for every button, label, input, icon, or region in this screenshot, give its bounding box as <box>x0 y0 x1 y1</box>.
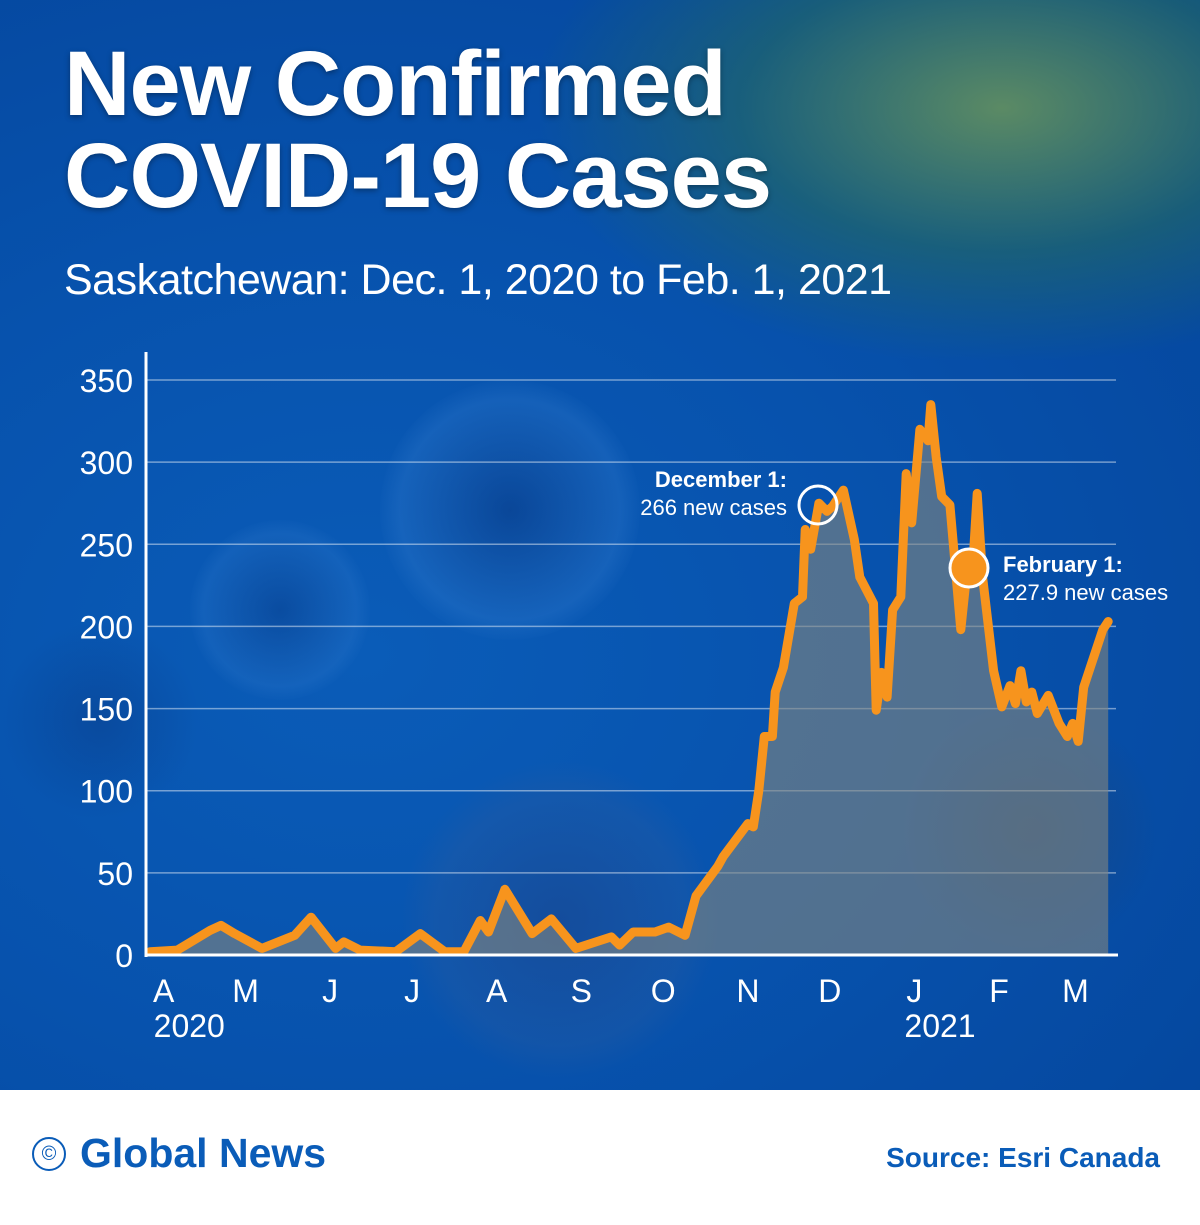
y-tick-label: 0 <box>115 938 133 974</box>
y-tick-label: 50 <box>97 856 133 892</box>
chart-title: New Confirmed COVID-19 Cases <box>64 33 772 227</box>
annotation-title: February 1: <box>1003 552 1123 577</box>
y-tick-labels: 0 50 100 150 200 250 300 350 <box>80 363 133 974</box>
logo-text: Global News <box>80 1130 327 1176</box>
x-tick-label: M <box>232 973 259 1009</box>
title-line-2: COVID-19 Cases <box>64 125 772 227</box>
year-label: 2020 <box>154 1008 225 1044</box>
cases-line <box>145 400 1113 957</box>
x-tick-label: D <box>818 973 841 1009</box>
y-tick-label: 250 <box>80 527 133 563</box>
y-tick-label: 300 <box>80 445 133 481</box>
source-credit: Source: Esri Canada <box>886 1142 1160 1173</box>
y-tick-label: 100 <box>80 774 133 810</box>
virus-decoration <box>400 760 720 1080</box>
area-fill <box>150 404 1109 956</box>
copyright-icon: © <box>32 1136 66 1171</box>
y-tick-label: 350 <box>80 363 133 399</box>
x-tick-label: J <box>404 973 420 1009</box>
annotation-marker <box>948 547 990 589</box>
annotation-title: December 1: <box>655 467 787 492</box>
x-tick-label: A <box>153 973 175 1009</box>
saskatchewan-flag-decoration <box>540 0 1200 360</box>
x-tick-label: N <box>736 973 759 1009</box>
annotation-december-1: December 1: 266 new cases <box>640 467 839 526</box>
title-line-1: New Confirmed <box>64 33 727 135</box>
x-tick-label: J <box>322 973 338 1009</box>
background-image <box>0 0 1200 1090</box>
global-news-logo: © Global News <box>32 1130 326 1177</box>
chart-subtitle: Saskatchewan: Dec. 1, 2020 to Feb. 1, 20… <box>64 256 892 304</box>
x-tick-label: J <box>906 973 922 1009</box>
annotation-marker <box>797 484 839 526</box>
x-tick-label: O <box>651 973 676 1009</box>
year-label: 2021 <box>904 1008 975 1044</box>
x-tick-label: S <box>571 973 592 1009</box>
footer <box>0 1090 1200 1225</box>
virus-decoration <box>190 520 370 700</box>
x-tick-label: F <box>989 973 1009 1009</box>
x-tick-label: A <box>486 973 508 1009</box>
virus-decoration <box>0 620 200 820</box>
y-tick-label: 150 <box>80 692 133 728</box>
y-tick-label: 200 <box>80 609 133 645</box>
annotation-february-1: February 1: 227.9 new cases <box>948 547 1168 605</box>
annotation-text: 266 new cases <box>640 495 787 520</box>
virus-decoration <box>380 380 640 640</box>
x-tick-label: M <box>1062 973 1089 1009</box>
annotation-text: 227.9 new cases <box>1003 580 1168 605</box>
